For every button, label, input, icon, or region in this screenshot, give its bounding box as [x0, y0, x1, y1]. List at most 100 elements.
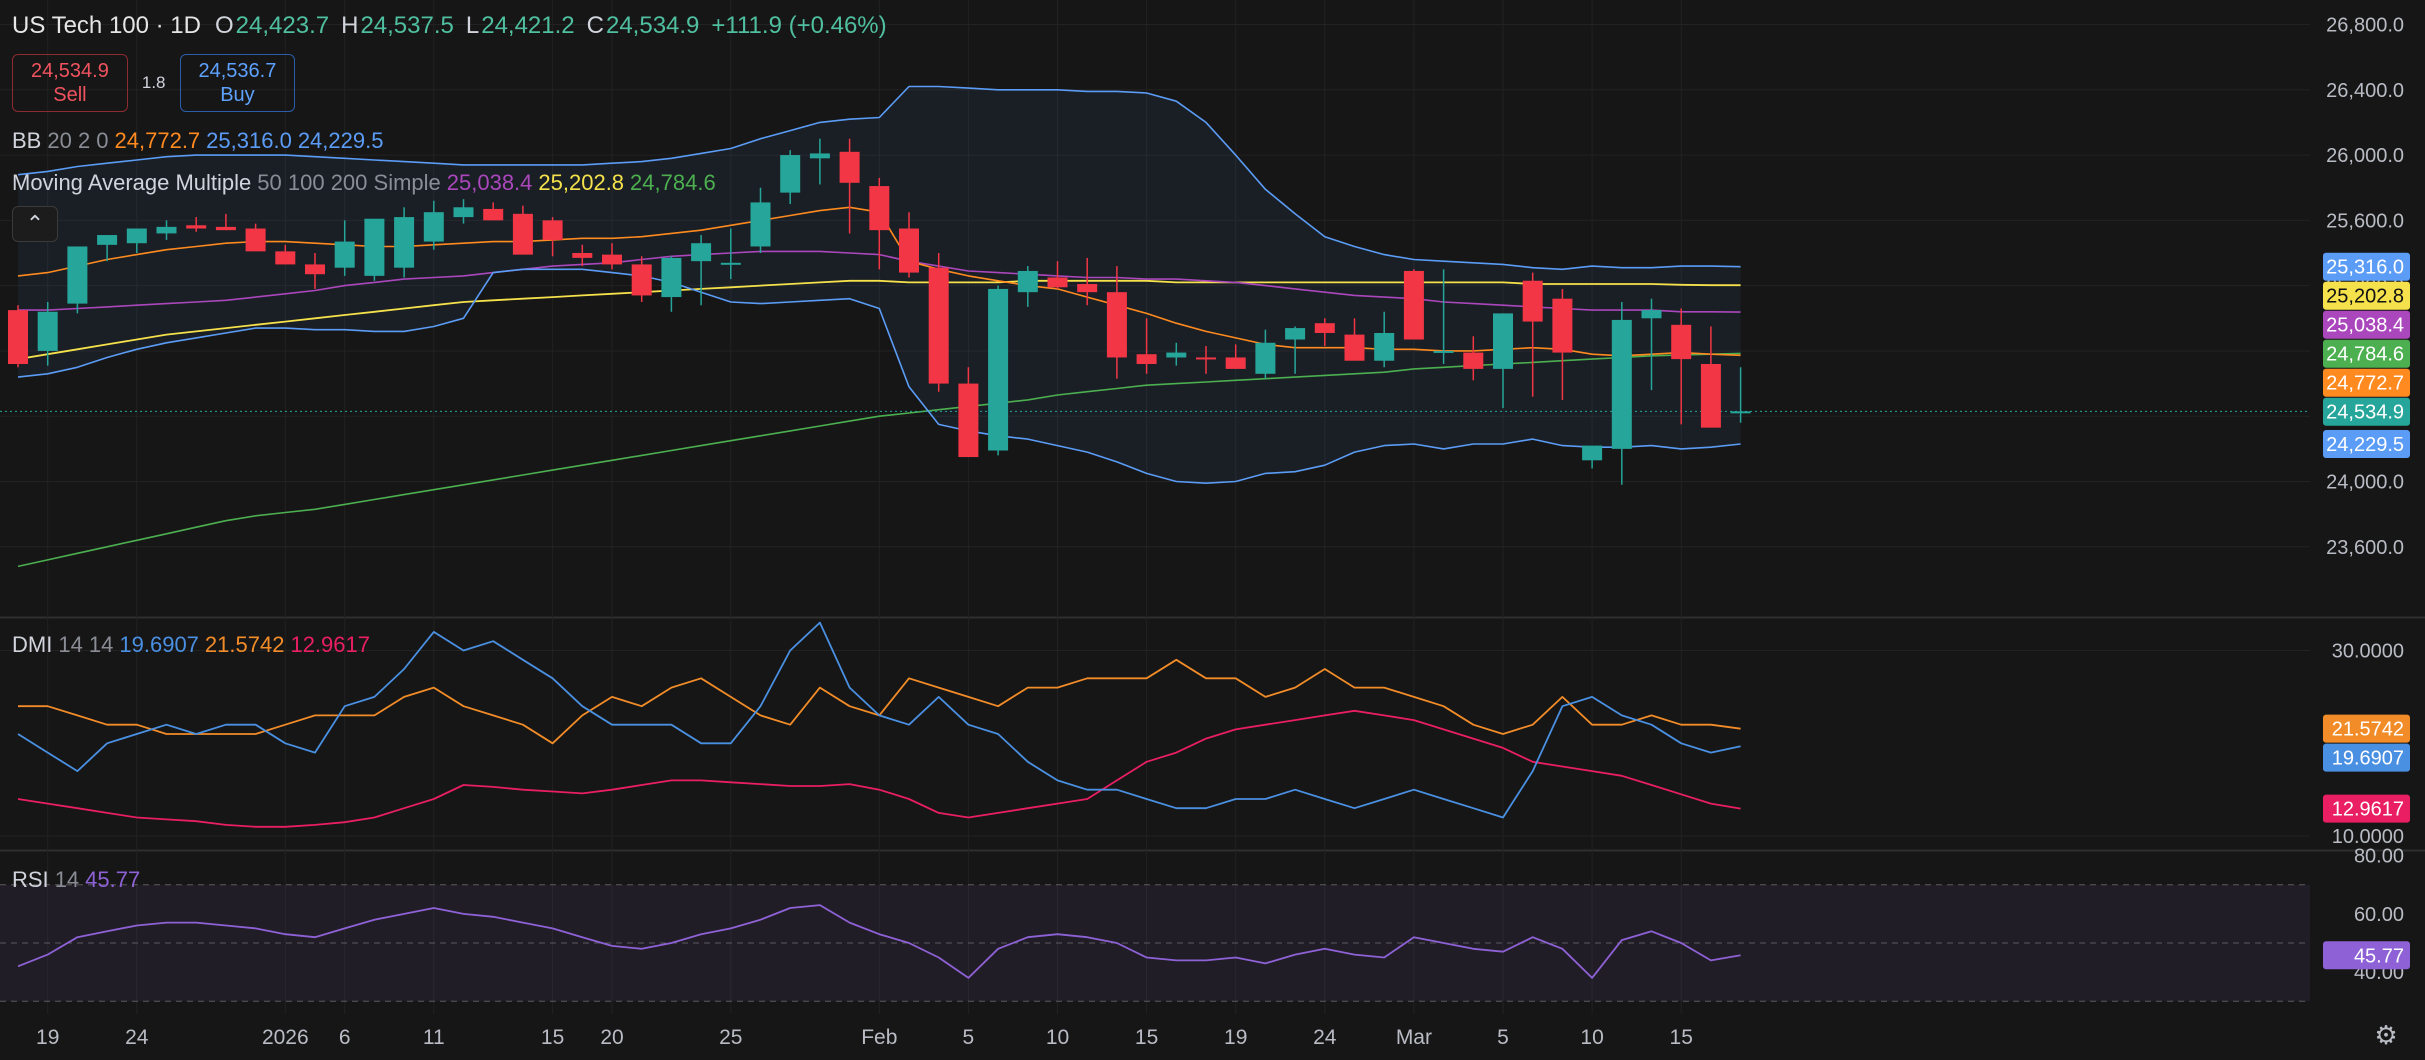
ma200-value: 24,784.6: [630, 170, 716, 195]
price-tick-label: 24,000.0: [2326, 472, 2404, 494]
sell-button[interactable]: 24,534.9 Sell: [12, 54, 128, 112]
candle-body: [305, 264, 325, 275]
ma100-value: 25,202.8: [538, 170, 625, 195]
ma-params: 50 100 200 Simple: [257, 170, 441, 195]
candle-body: [512, 213, 533, 255]
candle-body: [1374, 332, 1395, 361]
price-tick-label: 26,400.0: [2326, 80, 2404, 102]
candle-body: [869, 186, 890, 231]
dmi-badge: [2323, 743, 2410, 772]
price-tick-label: 23,600.0: [2326, 537, 2404, 559]
date-tick-label: 10: [1580, 1026, 1603, 1049]
candle-body: [899, 228, 919, 273]
candle-body: [631, 264, 652, 296]
candle-body: [602, 254, 622, 265]
ma-legend[interactable]: Moving Average Multiple 50 100 200 Simple…: [12, 170, 722, 196]
price-tick-label: 26,800.0: [2326, 14, 2404, 36]
rsi-params: 14: [54, 867, 80, 892]
candle-body: [126, 228, 147, 244]
candle-body: [1433, 350, 1454, 353]
bb-lower-line: [17, 268, 1741, 485]
date-tick-label: 24: [1313, 1026, 1337, 1049]
chevron-up-icon[interactable]: ⌃: [12, 206, 58, 242]
candle-body: [958, 383, 979, 458]
dmi-plus-line: [17, 621, 1741, 819]
buy-label: Buy: [220, 84, 255, 106]
sell-label: Sell: [53, 84, 87, 106]
candle-body: [156, 226, 177, 234]
rsi-legend[interactable]: RSI 14 45.77: [12, 867, 146, 893]
dmi-legend[interactable]: DMI 14 14 19.6907 21.5742 12.9617: [12, 632, 376, 658]
date-tick-label: 10: [1046, 1026, 1069, 1049]
symbol-header: US Tech 100 · 1D O24,423.7 H24,537.5 L24,42…: [12, 12, 899, 40]
candle-body: [394, 217, 415, 268]
open-value: 24,423.7: [235, 12, 330, 39]
dmi-tick-label: 10.0000: [2332, 826, 2404, 848]
candle-body: [1522, 280, 1543, 322]
date-tick-label: 25: [719, 1026, 742, 1049]
buy-button[interactable]: 24,536.7 Buy: [179, 54, 296, 112]
symbol-title: US Tech 100 · 1D: [12, 12, 201, 39]
bb-params: 20 2 0: [47, 128, 109, 153]
candle-body: [364, 218, 385, 276]
date-tick-label: 11: [423, 1026, 445, 1049]
dmi-plus-value: 19.6907: [119, 632, 199, 657]
bb-basis-value: 24,772.7: [114, 128, 201, 153]
dmi-badge-label: 21.5742: [2332, 719, 2404, 741]
price-badge-label: 25,202.8: [2326, 286, 2404, 308]
candle-body: [1700, 363, 1721, 428]
dmi-tick-label: 30.0000: [2332, 640, 2404, 662]
low-value: 24,421.2: [481, 12, 575, 39]
candle-body: [780, 155, 801, 193]
price-badge-label: 24,534.9: [2326, 402, 2404, 424]
candle-body: [1106, 292, 1127, 358]
date-tick-label: Feb: [861, 1026, 897, 1049]
adx-value: 12.9617: [290, 632, 370, 657]
bb-name: BB: [12, 128, 42, 153]
ma50-value: 25,038.4: [446, 170, 533, 195]
price-badge-label: 24,784.6: [2326, 344, 2404, 366]
rsi-name: RSI: [12, 867, 49, 892]
price-tick-label: 25,600.0: [2326, 210, 2404, 232]
candle-body: [483, 208, 504, 221]
candle-body: [1077, 284, 1098, 293]
candle-body: [1463, 352, 1484, 369]
date-tick-label: 15: [1670, 1026, 1693, 1049]
rsi-badge: [2323, 941, 2410, 970]
candle-body: [1344, 334, 1365, 361]
candle-body: [1285, 328, 1306, 340]
trade-panel: 24,534.9 Sell 1.8 24,536.7 Buy: [12, 54, 296, 112]
dmi-badge-label: 12.9617: [2332, 799, 2404, 821]
gear-icon[interactable]: ⚙: [2374, 1020, 2398, 1050]
candle-body: [8, 310, 28, 364]
rsi-badge-label: 45.77: [2354, 945, 2404, 967]
close-label: C: [586, 12, 604, 39]
price-badge: [2323, 430, 2410, 459]
date-tick-label: 2026: [262, 1026, 309, 1049]
open-label: O: [215, 12, 234, 39]
rsi-line: [17, 904, 1741, 979]
candle-body: [37, 311, 58, 351]
price-badge: [2323, 252, 2410, 281]
candle-body: [186, 225, 207, 229]
bb-legend[interactable]: BB 20 2 0 24,772.7 25,316.0 24,229.5: [12, 128, 389, 154]
date-tick-label: 20: [600, 1026, 623, 1049]
candle-body: [1641, 310, 1662, 319]
adx-line: [17, 709, 1741, 828]
price-badge-label: 24,772.7: [2326, 373, 2404, 395]
high-label: H: [341, 12, 359, 39]
price-badge-label: 24,229.5: [2326, 434, 2404, 456]
date-tick-label: 15: [541, 1026, 564, 1049]
price-badge: [2323, 339, 2410, 368]
ma-name: Moving Average Multiple: [12, 170, 252, 195]
dmi-badge: [2323, 794, 2410, 823]
candle-body: [67, 246, 88, 304]
candle-body: [453, 207, 474, 218]
candle-body: [572, 253, 593, 258]
candle-body: [661, 257, 682, 298]
candle-body: [334, 241, 355, 268]
candle-body: [1611, 319, 1632, 449]
candle-body: [1047, 277, 1068, 288]
